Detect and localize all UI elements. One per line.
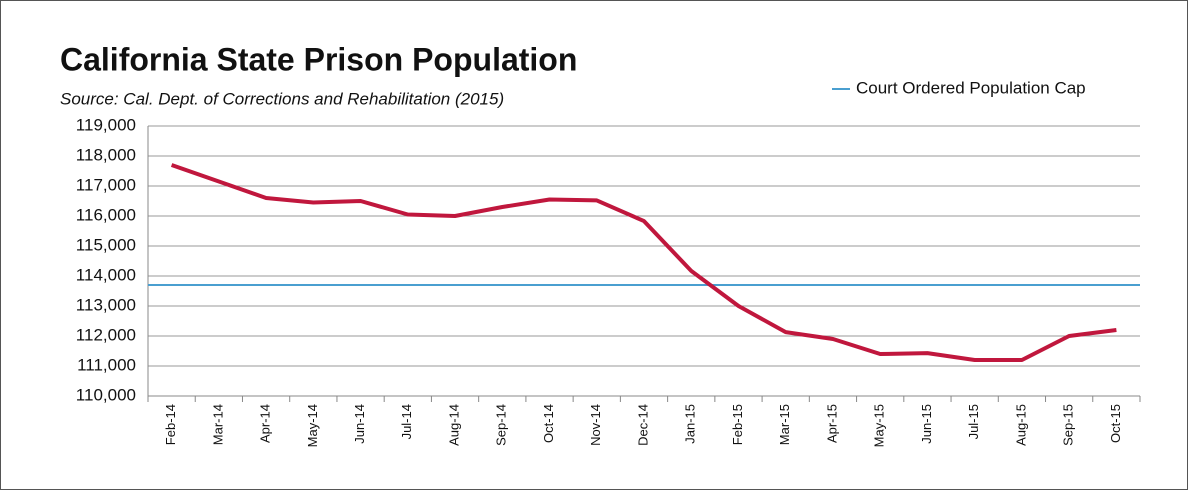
- x-tick-label: Nov-14: [588, 404, 603, 446]
- y-tick-label: 112,000: [76, 325, 136, 344]
- y-tick-label: 114,000: [76, 265, 136, 284]
- chart-subtitle: Source: Cal. Dept. of Corrections and Re…: [60, 89, 504, 108]
- chart-title: California State Prison Population: [60, 41, 577, 77]
- y-tick-label: 116,000: [76, 205, 136, 224]
- x-tick-label: Feb-14: [163, 404, 178, 445]
- x-tick-label: Jun-14: [352, 404, 367, 444]
- x-tick-label: Mar-14: [210, 404, 225, 445]
- x-tick-label: Jun-15: [919, 404, 934, 444]
- x-tick-label: Oct-14: [541, 404, 556, 443]
- y-tick-label: 115,000: [76, 235, 136, 254]
- legend-label: Court Ordered Population Cap: [856, 78, 1086, 97]
- x-tick-label: Mar-15: [777, 404, 792, 445]
- x-tick-label: Jan-15: [683, 404, 698, 444]
- y-tick-label: 118,000: [76, 145, 136, 164]
- y-tick-label: 117,000: [76, 175, 136, 194]
- x-tick-label: Feb-15: [730, 404, 745, 445]
- x-tick-label: May-15: [872, 404, 887, 447]
- x-tick-label: Sep-14: [494, 404, 509, 446]
- y-tick-label: 113,000: [76, 295, 136, 314]
- series-line: [170, 163, 1117, 362]
- x-tick-label: Apr-14: [258, 404, 273, 443]
- y-tick-label: 111,000: [77, 355, 136, 374]
- x-tick-label: Jul-15: [966, 404, 981, 439]
- x-tick-label: Aug-15: [1013, 404, 1028, 446]
- x-tick-label: Aug-14: [446, 404, 461, 446]
- x-tick-label: Apr-15: [824, 404, 839, 443]
- x-tick-label: May-14: [305, 404, 320, 447]
- y-tick-label: 110,000: [76, 385, 136, 404]
- x-tick-label: Jul-14: [399, 404, 414, 439]
- x-tick-label: Dec-14: [635, 404, 650, 446]
- x-tick-label: Oct-15: [1108, 404, 1123, 443]
- y-tick-label: 119,000: [76, 115, 136, 134]
- x-tick-label: Sep-15: [1061, 404, 1076, 446]
